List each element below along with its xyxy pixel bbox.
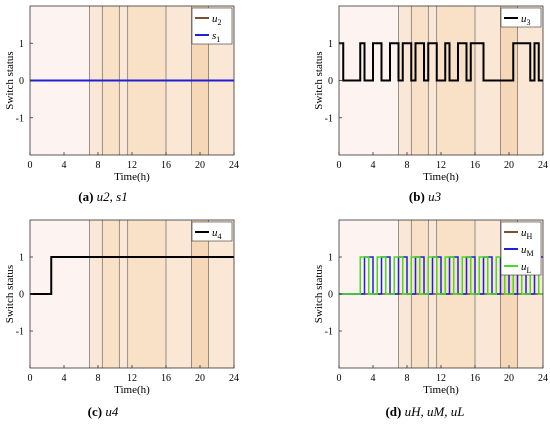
y-tick-label: 0: [19, 290, 24, 301]
x-tick-label: 20: [195, 160, 205, 171]
legend-box: [191, 221, 233, 242]
x-tick-label: 16: [161, 373, 171, 384]
series-line-u4: [30, 256, 234, 295]
y-tick-label: 0: [19, 76, 24, 87]
x-tick-label: 20: [195, 373, 205, 384]
time-band: [166, 220, 192, 368]
x-axis-label: Time(h): [114, 171, 150, 183]
legend-label-u2: u2: [212, 13, 222, 27]
x-tick-label: 16: [470, 373, 480, 384]
x-tick-label: 16: [470, 160, 480, 171]
legend: u4: [191, 221, 233, 242]
y-tick-label: -1: [16, 327, 24, 338]
x-tick-label: 4: [62, 373, 67, 384]
y-tick-label: 1: [328, 253, 333, 264]
x-tick-label: 4: [62, 160, 67, 171]
time-band: [208, 220, 234, 368]
time-band: [102, 220, 120, 368]
caption-text: u4: [102, 404, 119, 419]
x-tick-label: 24: [229, 160, 239, 171]
x-tick-label: 20: [504, 160, 514, 171]
panel-caption: (c) u4: [88, 404, 119, 419]
x-tick-label: 12: [127, 373, 137, 384]
legend-label-uH: uH: [521, 227, 533, 241]
y-tick-label: 0: [328, 290, 333, 301]
caption-text: u3: [425, 189, 442, 204]
panel-caption: (b) u3: [409, 189, 442, 204]
y-axis-label: Switch status: [4, 265, 16, 323]
x-axis-label: Time(h): [423, 171, 459, 183]
x-tick-label: 24: [229, 373, 239, 384]
y-tick-label: -1: [325, 327, 333, 338]
x-tick-label: 0: [28, 160, 33, 171]
y-tick-label: -1: [325, 113, 333, 124]
x-tick-label: 20: [504, 373, 514, 384]
y-tick-label: -1: [16, 113, 24, 124]
caption-letter: (c): [88, 404, 102, 419]
series-line-uL: [339, 256, 543, 295]
x-tick-label: 24: [538, 160, 548, 171]
legend-box: [191, 7, 233, 45]
panel-caption: (d) uH, uM, uL: [385, 404, 464, 419]
x-tick-label: 12: [436, 373, 446, 384]
y-tick-label: 1: [19, 39, 24, 50]
y-axis-label: Switch status: [313, 51, 325, 109]
x-tick-label: 4: [371, 373, 376, 384]
y-tick-label: 1: [19, 253, 24, 264]
x-tick-label: 0: [337, 160, 342, 171]
series-line-uM: [339, 256, 543, 295]
x-tick-label: 16: [161, 160, 171, 171]
y-axis-label: Switch status: [4, 51, 16, 109]
x-tick-label: 8: [405, 160, 410, 171]
caption-text: uH, uM, uL: [401, 404, 464, 419]
x-tick-label: 12: [127, 160, 137, 171]
x-tick-label: 0: [337, 373, 342, 384]
legend-label-u3: u3: [521, 13, 531, 27]
x-tick-label: 4: [371, 160, 376, 171]
y-tick-label: 0: [328, 76, 333, 87]
x-tick-label: 8: [405, 373, 410, 384]
x-tick-label: 24: [538, 373, 548, 384]
time-band: [191, 220, 209, 368]
time-band: [89, 220, 103, 368]
legend-label-uL: uL: [521, 261, 532, 275]
x-tick-label: 0: [28, 373, 33, 384]
series-line-u3: [339, 42, 543, 82]
y-tick-label: 1: [328, 39, 333, 50]
legend-box: [500, 7, 542, 28]
x-tick-label: 8: [96, 373, 101, 384]
caption-letter: (a): [78, 189, 93, 204]
time-band: [428, 6, 437, 155]
x-tick-label: 12: [436, 160, 446, 171]
caption-letter: (b): [409, 189, 425, 204]
x-axis-label: Time(h): [114, 384, 150, 396]
legend-label-u4: u4: [212, 227, 222, 241]
legend-label-uM: uM: [521, 244, 534, 258]
x-tick-label: 8: [96, 160, 101, 171]
legend: uH uM uL: [500, 221, 542, 276]
y-axis-label: Switch status: [313, 265, 325, 323]
panel-caption: (a) u2, s1: [78, 189, 127, 204]
x-axis-label: Time(h): [423, 384, 459, 396]
caption-letter: (d): [385, 404, 401, 419]
time-band: [119, 220, 128, 368]
legend: u3: [500, 7, 542, 28]
caption-text: u2, s1: [93, 189, 127, 204]
time-band: [127, 220, 166, 368]
legend-label-s1: s1: [212, 30, 220, 44]
